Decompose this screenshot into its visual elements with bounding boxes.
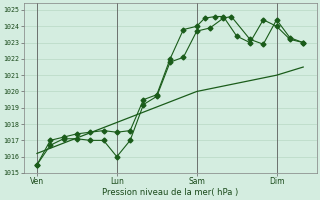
X-axis label: Pression niveau de la mer( hPa ): Pression niveau de la mer( hPa ) [102,188,238,197]
